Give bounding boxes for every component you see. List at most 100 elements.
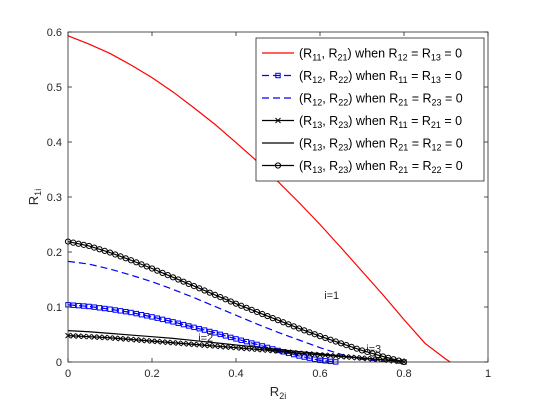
series-6-marker bbox=[159, 269, 166, 276]
legend-label: (R13, R23) when R21 = R22 = 0 bbox=[299, 159, 463, 175]
series-2-marker bbox=[86, 303, 92, 310]
subscript: 21 bbox=[398, 143, 408, 153]
series-4-marker bbox=[96, 334, 103, 341]
series-6-marker bbox=[211, 291, 219, 298]
x-marker-stroke bbox=[332, 353, 339, 359]
y-tick-label: 0.3 bbox=[47, 192, 62, 204]
series-6-marker bbox=[175, 276, 182, 283]
series-4-marker bbox=[185, 341, 192, 347]
legend-entry: (R13, R23) when R21 = R12 = 0 bbox=[262, 137, 463, 153]
series-2-marker bbox=[133, 310, 139, 317]
series-6-marker bbox=[248, 306, 255, 313]
series-2-marker bbox=[138, 312, 145, 318]
series-6-marker bbox=[196, 285, 203, 292]
series-2-marker bbox=[165, 317, 171, 324]
series-2-marker bbox=[112, 307, 118, 313]
text-part: ) when R bbox=[348, 69, 398, 83]
series-6-marker bbox=[311, 331, 318, 338]
series-2-marker bbox=[191, 324, 197, 331]
series-4-marker bbox=[107, 334, 113, 341]
series-6-marker bbox=[201, 287, 208, 294]
subscript: 1i bbox=[33, 189, 43, 196]
series-6-marker bbox=[269, 315, 276, 322]
x-marker-stroke bbox=[212, 343, 218, 349]
x-marker-stroke bbox=[191, 341, 197, 348]
series-6-marker bbox=[259, 310, 266, 318]
y-tick-label: 0.6 bbox=[47, 27, 62, 39]
series-5-line bbox=[67, 330, 405, 363]
text-part: , R bbox=[322, 92, 338, 106]
subscript: 11 bbox=[398, 120, 407, 130]
legend-label: (R13, R23) when R21 = R12 = 0 bbox=[299, 137, 463, 153]
series-4-marker bbox=[80, 333, 87, 340]
subscript: 21 bbox=[398, 165, 408, 175]
curve-label-1: i=1 bbox=[324, 290, 339, 302]
curve-label-3: i=3 bbox=[366, 344, 381, 356]
x-marker-stroke bbox=[70, 333, 77, 339]
text-part: = R bbox=[408, 47, 431, 61]
text-part: , R bbox=[322, 137, 338, 151]
series-6-marker bbox=[122, 255, 129, 262]
series-2-marker bbox=[91, 304, 97, 310]
series-2-marker bbox=[207, 328, 213, 335]
series-4-marker bbox=[117, 335, 124, 342]
series-4-marker bbox=[243, 345, 250, 352]
x-tick-label: 0.8 bbox=[396, 368, 411, 380]
text-part: (R bbox=[299, 159, 312, 173]
series-6-marker bbox=[227, 298, 234, 305]
text-part: = R bbox=[408, 69, 431, 83]
text-part: = R bbox=[408, 92, 431, 106]
series-2-marker bbox=[306, 355, 313, 361]
series-4-marker bbox=[175, 340, 182, 347]
x-marker-stroke bbox=[154, 338, 161, 345]
y-tick-label: 0.5 bbox=[47, 82, 62, 94]
legend-entry: (R12, R22) when R21 = R23 = 0 bbox=[262, 92, 463, 108]
series-4-marker bbox=[149, 338, 155, 344]
series-6-marker bbox=[322, 334, 329, 342]
x-marker-stroke bbox=[96, 334, 103, 341]
series-4-marker bbox=[196, 341, 203, 348]
series-6-marker bbox=[306, 329, 313, 336]
subscript: 21 bbox=[338, 53, 348, 63]
x-marker-stroke bbox=[122, 336, 129, 342]
x-marker-stroke bbox=[180, 340, 187, 347]
x-marker-stroke bbox=[80, 333, 87, 340]
subscript: 12 bbox=[398, 53, 408, 63]
series-6-marker bbox=[133, 259, 140, 266]
series-5 bbox=[67, 330, 405, 363]
y-tick-label: 0.2 bbox=[47, 247, 62, 259]
text-part: (R bbox=[299, 69, 312, 83]
text-part: R bbox=[26, 196, 41, 205]
series-6-marker bbox=[148, 265, 156, 272]
series-6-marker bbox=[295, 325, 303, 332]
legend: (R11, R21) when R12 = R13 = 0(R12, R22) … bbox=[255, 37, 485, 182]
text-part: (R bbox=[299, 114, 312, 128]
text-part: ) when R bbox=[348, 137, 398, 151]
series-6-marker bbox=[138, 261, 145, 268]
x-marker-stroke bbox=[164, 339, 171, 346]
series-2-marker bbox=[107, 306, 113, 312]
series-2-marker bbox=[159, 316, 166, 323]
subscript: 13 bbox=[312, 165, 322, 175]
text-part: ) when R bbox=[348, 47, 398, 61]
x-tick-label: 0.6 bbox=[312, 368, 327, 380]
series-6-marker bbox=[332, 338, 339, 345]
series-2-marker bbox=[238, 337, 244, 343]
series-4-marker bbox=[138, 337, 145, 344]
x-marker-stroke bbox=[238, 345, 245, 351]
series-6-marker bbox=[169, 274, 177, 281]
subscript: 21 bbox=[398, 98, 408, 108]
x-marker-stroke bbox=[206, 342, 213, 349]
series-6-marker bbox=[91, 244, 98, 251]
series-6-marker bbox=[353, 345, 360, 352]
legend-entry: (R13, R23) when R11 = R21 = 0 bbox=[262, 114, 462, 130]
series-2-marker bbox=[175, 320, 181, 326]
series-6-marker bbox=[274, 317, 282, 324]
series-4-marker bbox=[86, 333, 92, 340]
series-6-marker bbox=[337, 340, 345, 347]
y-tick-label: 0 bbox=[56, 357, 62, 369]
series-4-marker bbox=[154, 338, 161, 345]
subscript: 22 bbox=[338, 75, 348, 85]
series-3-line bbox=[67, 260, 396, 363]
subscript: 11 bbox=[398, 75, 407, 85]
